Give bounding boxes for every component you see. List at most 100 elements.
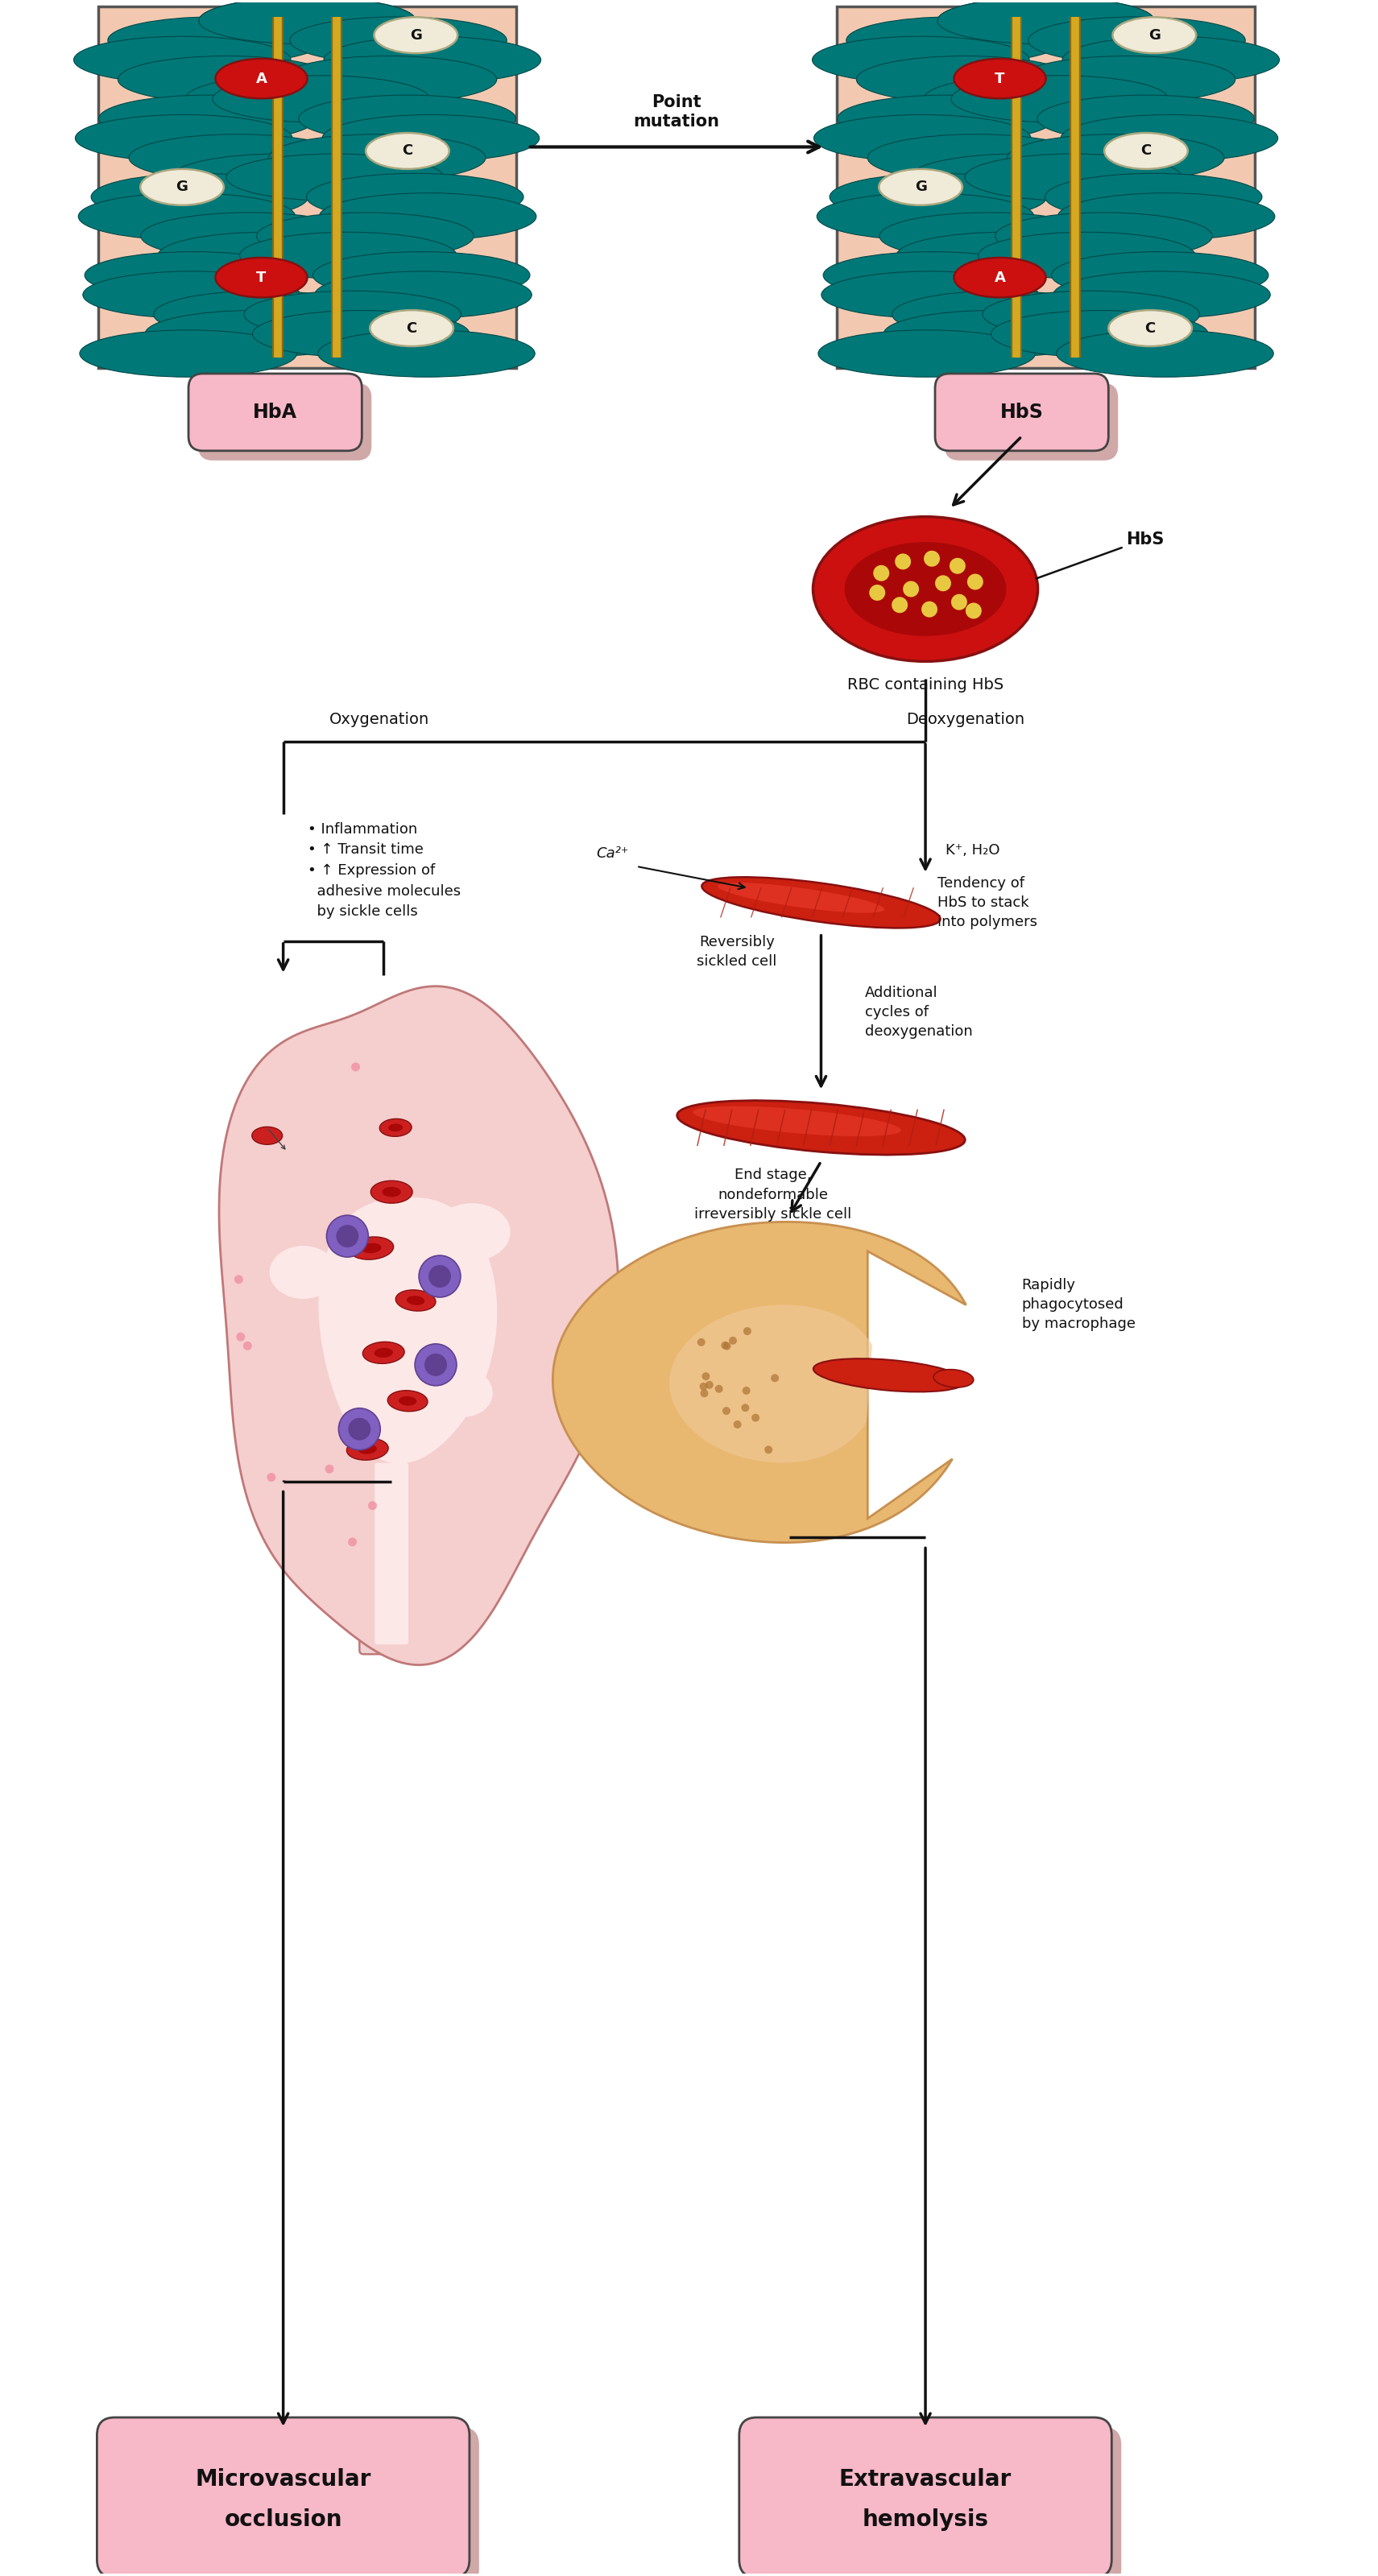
Ellipse shape — [141, 170, 223, 206]
Bar — [99, 5, 515, 368]
Ellipse shape — [819, 330, 1035, 376]
Ellipse shape — [171, 155, 389, 201]
Ellipse shape — [983, 291, 1200, 337]
Ellipse shape — [1038, 95, 1254, 142]
Ellipse shape — [1057, 330, 1273, 376]
Text: End stage,
nondeformable
irreversibly sickle cell: End stage, nondeformable irreversibly si… — [695, 1167, 852, 1221]
Ellipse shape — [324, 36, 540, 82]
Circle shape — [951, 595, 967, 611]
Ellipse shape — [350, 1236, 394, 1260]
Ellipse shape — [846, 18, 1064, 64]
Circle shape — [722, 1406, 730, 1414]
Text: RBC containing HbS: RBC containing HbS — [847, 677, 1003, 693]
FancyBboxPatch shape — [96, 2416, 470, 2576]
Circle shape — [700, 1388, 708, 1396]
Circle shape — [892, 598, 908, 613]
Ellipse shape — [252, 1126, 282, 1144]
Circle shape — [743, 1327, 751, 1334]
Circle shape — [234, 1275, 243, 1283]
Ellipse shape — [830, 173, 1047, 222]
Circle shape — [949, 559, 966, 574]
Circle shape — [349, 1538, 357, 1546]
Ellipse shape — [813, 1358, 965, 1391]
Text: hemolysis: hemolysis — [863, 2509, 988, 2532]
Ellipse shape — [107, 18, 325, 64]
Ellipse shape — [813, 518, 1038, 662]
Ellipse shape — [141, 214, 358, 260]
Text: C: C — [1141, 144, 1152, 157]
Ellipse shape — [1062, 36, 1279, 82]
Circle shape — [936, 574, 951, 592]
Ellipse shape — [995, 214, 1213, 260]
Ellipse shape — [1028, 18, 1246, 64]
Ellipse shape — [361, 1244, 382, 1255]
Ellipse shape — [978, 232, 1195, 278]
Ellipse shape — [158, 232, 375, 278]
Ellipse shape — [416, 1352, 513, 1432]
Ellipse shape — [358, 1445, 376, 1453]
Circle shape — [336, 1226, 358, 1247]
Circle shape — [967, 574, 984, 590]
Ellipse shape — [145, 312, 362, 358]
FancyBboxPatch shape — [936, 374, 1108, 451]
Ellipse shape — [314, 270, 532, 319]
Text: C: C — [407, 322, 418, 335]
Circle shape — [415, 1345, 456, 1386]
Text: G: G — [176, 180, 187, 193]
Ellipse shape — [185, 75, 402, 124]
Circle shape — [922, 600, 937, 618]
Circle shape — [429, 1265, 451, 1288]
Text: K⁺, H₂O: K⁺, H₂O — [945, 842, 1000, 858]
Circle shape — [721, 1342, 729, 1350]
Circle shape — [706, 1381, 714, 1388]
Ellipse shape — [153, 291, 371, 337]
Ellipse shape — [318, 330, 535, 376]
Text: C: C — [402, 144, 413, 157]
Ellipse shape — [937, 0, 1155, 44]
Ellipse shape — [79, 193, 295, 240]
Ellipse shape — [198, 0, 416, 44]
Text: HbS: HbS — [1000, 402, 1043, 422]
Ellipse shape — [879, 170, 962, 206]
Ellipse shape — [954, 258, 1046, 296]
Ellipse shape — [991, 312, 1209, 358]
Text: T: T — [995, 72, 1005, 85]
Text: Microvascular: Microvascular — [196, 2468, 371, 2491]
Ellipse shape — [1058, 193, 1275, 240]
Ellipse shape — [879, 214, 1097, 260]
FancyBboxPatch shape — [375, 1463, 408, 1643]
Ellipse shape — [407, 1296, 424, 1306]
Ellipse shape — [1104, 134, 1188, 170]
Circle shape — [874, 564, 889, 582]
Circle shape — [729, 1337, 737, 1345]
Ellipse shape — [718, 884, 885, 912]
Ellipse shape — [252, 312, 470, 358]
Circle shape — [741, 1404, 750, 1412]
FancyBboxPatch shape — [748, 2427, 1122, 2576]
Ellipse shape — [379, 1118, 412, 1136]
Ellipse shape — [387, 1391, 427, 1412]
Text: Rapidly
phagocytosed
by macrophage: Rapidly phagocytosed by macrophage — [1021, 1278, 1135, 1332]
Ellipse shape — [1108, 309, 1192, 345]
Ellipse shape — [313, 252, 531, 299]
Ellipse shape — [1051, 252, 1269, 299]
Circle shape — [770, 1373, 779, 1383]
Ellipse shape — [375, 1347, 393, 1358]
Ellipse shape — [1007, 134, 1224, 180]
Circle shape — [700, 1383, 707, 1391]
Circle shape — [870, 585, 885, 600]
Ellipse shape — [965, 155, 1182, 201]
Ellipse shape — [923, 75, 1141, 124]
Polygon shape — [219, 987, 619, 1664]
FancyBboxPatch shape — [106, 2427, 480, 2576]
Ellipse shape — [693, 1105, 901, 1136]
Circle shape — [733, 1419, 741, 1430]
Ellipse shape — [897, 232, 1113, 278]
Text: Reversibly
sickled cell: Reversibly sickled cell — [697, 935, 777, 969]
Ellipse shape — [269, 134, 485, 180]
Bar — [836, 5, 1254, 368]
Circle shape — [339, 1409, 380, 1450]
Ellipse shape — [84, 252, 302, 299]
Ellipse shape — [306, 173, 524, 222]
Ellipse shape — [369, 309, 453, 345]
